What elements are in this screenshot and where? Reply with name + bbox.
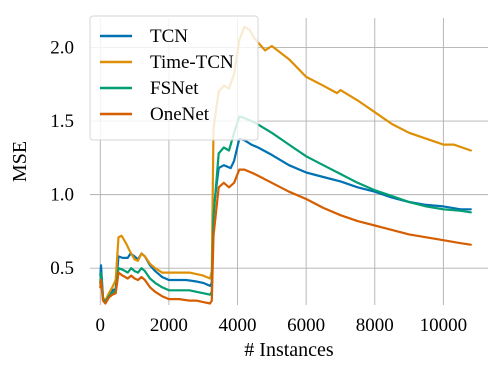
series-line-fsnet bbox=[99, 115, 472, 304]
x-tick-label: 10000 bbox=[420, 315, 468, 336]
legend-label: FSNet bbox=[150, 78, 199, 99]
x-tick-label: 0 bbox=[96, 315, 106, 336]
y-axis-ticks: 0.5 1.0 1.5 2.0 bbox=[50, 37, 74, 279]
x-tick-label: 2000 bbox=[150, 315, 188, 336]
legend-box bbox=[89, 15, 259, 141]
legend-label: OneNet bbox=[150, 104, 210, 125]
x-tick-label: 6000 bbox=[287, 315, 325, 336]
series-lines bbox=[99, 25, 472, 305]
y-tick-label: 1.5 bbox=[50, 111, 74, 132]
y-axis-title: MSE bbox=[9, 141, 31, 182]
series-line-onenet bbox=[99, 168, 472, 305]
y-tick-label: 1.0 bbox=[50, 185, 74, 206]
x-tick-label: 4000 bbox=[219, 315, 257, 336]
x-tick-label: 8000 bbox=[356, 315, 394, 336]
x-axis-title: # Instances bbox=[244, 339, 334, 361]
legend: TCN Time-TCN FSNet OneNet bbox=[89, 15, 259, 141]
x-axis-ticks: 0 2000 4000 6000 8000 10000 bbox=[96, 315, 468, 336]
legend-label: TCN bbox=[150, 26, 188, 47]
y-tick-label: 2.0 bbox=[50, 37, 74, 58]
legend-label: Time-TCN bbox=[150, 52, 234, 73]
y-tick-label: 0.5 bbox=[50, 258, 74, 279]
series-line-tcn bbox=[99, 137, 472, 304]
